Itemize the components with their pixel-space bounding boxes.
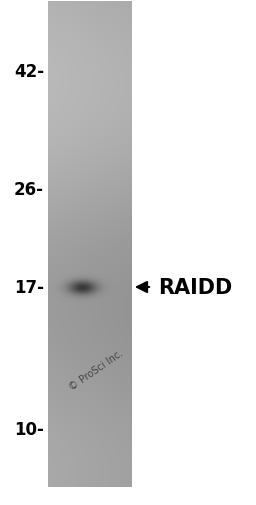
Text: © ProSci Inc.: © ProSci Inc.	[67, 347, 125, 391]
Text: 42-: 42-	[14, 63, 44, 81]
Text: 26-: 26-	[14, 181, 44, 198]
Text: RAIDD: RAIDD	[158, 277, 232, 297]
Text: 10-: 10-	[14, 420, 44, 438]
Text: 17-: 17-	[14, 278, 44, 296]
